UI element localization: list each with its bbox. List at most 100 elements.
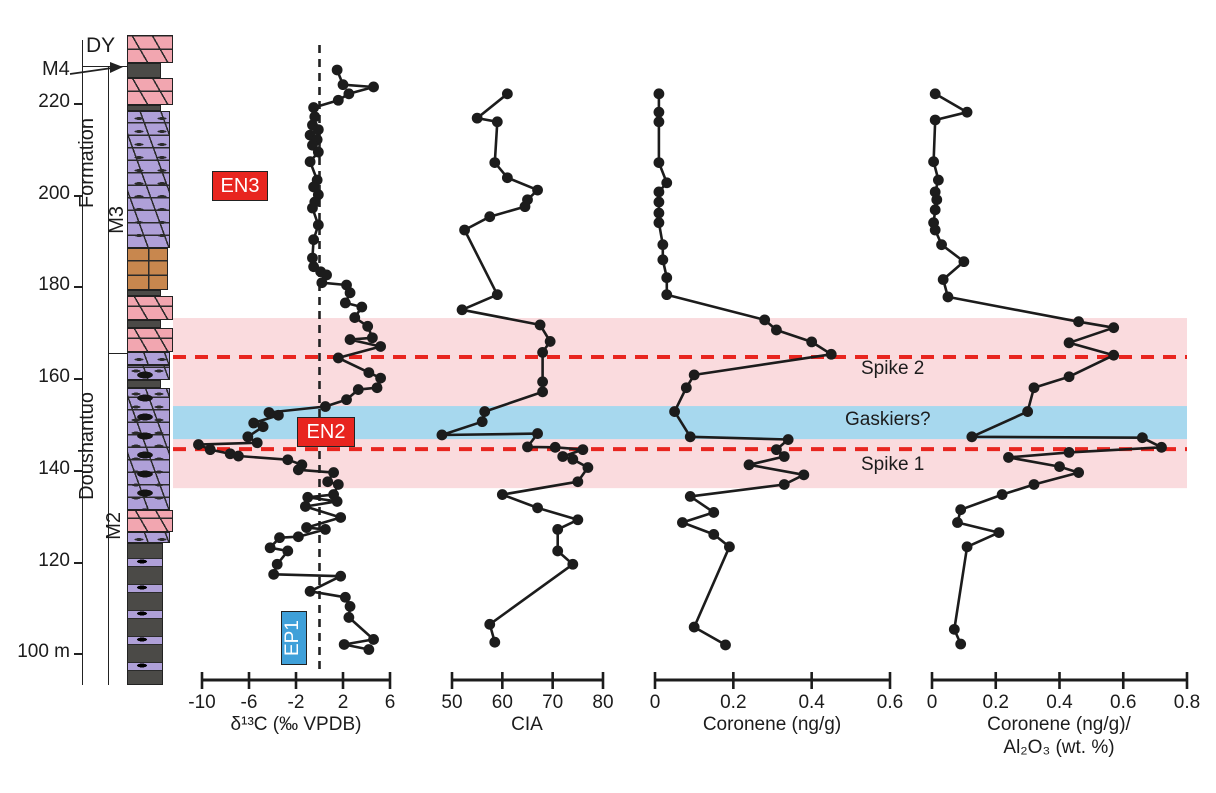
d13c-data-point bbox=[331, 64, 343, 76]
d13c-tick-label: -6 bbox=[240, 692, 258, 713]
d13c-data-point bbox=[224, 448, 236, 460]
coronene_al2o3-data-point bbox=[932, 174, 944, 186]
formation-label-dy: DY bbox=[86, 34, 116, 57]
d13c-data-point bbox=[312, 219, 324, 231]
cia-data-point bbox=[522, 194, 533, 206]
cia-data-point bbox=[456, 304, 468, 316]
lithology-unit-limestone bbox=[127, 77, 173, 105]
d13c-axis-title: δ¹³C (‰ VPDB) bbox=[230, 714, 362, 735]
lithology-unit-gray bbox=[127, 63, 161, 78]
cia-data-point bbox=[572, 514, 584, 526]
depth-tick-label: 200 bbox=[38, 182, 70, 204]
lithology-unit-gray bbox=[127, 319, 161, 328]
depth-tick-label: 100 m bbox=[17, 641, 70, 663]
d13c-data-point bbox=[263, 407, 275, 418]
cia-tick-label: 50 bbox=[441, 692, 463, 713]
depth-tick bbox=[74, 469, 83, 472]
coronene_al2o3-data-point bbox=[1156, 441, 1167, 453]
cia-axis-title: CIA bbox=[511, 714, 543, 735]
coronene_al2o3-tick-label: 0.6 bbox=[1110, 692, 1137, 713]
d13c-data-point bbox=[302, 491, 314, 503]
d13c-data-point bbox=[363, 644, 375, 655]
coronene-data-point bbox=[661, 272, 673, 284]
d13c-data-point bbox=[312, 146, 324, 158]
d13c-data-point bbox=[332, 352, 344, 364]
cia-data-point bbox=[489, 636, 501, 648]
m4-arrow-head bbox=[110, 62, 123, 73]
coronene_al2o3-data-point bbox=[929, 224, 941, 236]
depth-tick-label: 180 bbox=[38, 274, 70, 296]
coronene-data-point bbox=[688, 369, 700, 381]
cia-data-point bbox=[534, 319, 546, 331]
d13c-data-point bbox=[328, 489, 339, 500]
coronene-data-point bbox=[688, 621, 700, 633]
lithology-unit-dolomite_nodules bbox=[127, 364, 170, 380]
coronene_al2o3-data-point bbox=[996, 489, 1008, 500]
cia-data-point bbox=[567, 453, 579, 465]
coronene_al2o3-data-point bbox=[928, 217, 939, 229]
spike1-label: Spike 1 bbox=[861, 454, 925, 475]
gaskiers-label: Gaskiers? bbox=[845, 409, 931, 430]
coronene_al2o3-series-line bbox=[932, 92, 1163, 645]
cia-data-point bbox=[552, 545, 564, 557]
d13c-data-point bbox=[362, 320, 374, 332]
depth-tick bbox=[74, 286, 83, 289]
d13c-tick-label: 6 bbox=[384, 692, 396, 713]
cia-tick-label: 70 bbox=[542, 692, 564, 713]
d13c-data-point bbox=[337, 79, 349, 91]
member-bracket-line bbox=[108, 66, 109, 685]
coronene-data-point bbox=[657, 254, 669, 266]
lithology-unit-limestone bbox=[127, 296, 173, 320]
cia-data-point bbox=[537, 347, 548, 358]
coronene_al2o3-data-point bbox=[1054, 461, 1065, 472]
cia-data-point bbox=[537, 376, 548, 388]
coronene_al2o3-data-point bbox=[955, 638, 967, 650]
coronene-data-point bbox=[743, 459, 755, 471]
cia-data-point bbox=[572, 476, 584, 488]
coronene-data-point bbox=[661, 177, 673, 189]
d13c-data-point bbox=[309, 196, 321, 208]
depth-tick bbox=[74, 378, 83, 381]
d13c-data-point bbox=[292, 464, 304, 476]
cia-tick-label: 60 bbox=[491, 692, 513, 713]
d13c-data-point bbox=[343, 612, 355, 623]
d13c-data-point bbox=[264, 542, 276, 554]
d13c-data-point bbox=[339, 297, 351, 309]
coronene-data-point bbox=[661, 289, 673, 301]
coronene-data-point bbox=[677, 517, 688, 528]
coronene-data-point bbox=[653, 116, 665, 128]
d13c-data-point bbox=[282, 454, 294, 466]
lithology-unit-dolomite bbox=[127, 532, 170, 544]
d13c-data-point bbox=[356, 301, 368, 313]
d13c-data-point bbox=[307, 202, 318, 214]
d13c-data-point bbox=[344, 334, 356, 345]
coronene-data-point bbox=[680, 382, 692, 394]
d13c-data-point bbox=[204, 444, 216, 456]
coronene_al2o3-tick-label: 0.4 bbox=[1046, 692, 1073, 713]
cia-tick-label: 80 bbox=[592, 692, 614, 713]
depth-tick bbox=[74, 653, 83, 656]
member-label-m4: M4 bbox=[42, 58, 70, 80]
d13c-tick-label: -2 bbox=[287, 692, 305, 713]
cia-data-point bbox=[484, 618, 496, 630]
coronene_al2o3-data-point bbox=[1028, 479, 1040, 490]
d13c-data-point bbox=[307, 139, 318, 151]
d13c-data-point bbox=[343, 88, 355, 100]
d13c-data-point bbox=[319, 524, 331, 535]
coronene-series-line bbox=[657, 93, 833, 647]
d13c-data-point bbox=[352, 384, 364, 395]
coronene_al2o3-data-point bbox=[1108, 349, 1120, 361]
m4-arrow-line bbox=[69, 67, 113, 75]
d13c-data-point bbox=[248, 417, 260, 429]
coronene_al2o3-data-point bbox=[1063, 337, 1075, 349]
d13c-data-point bbox=[311, 174, 323, 186]
m4-top-line bbox=[82, 66, 127, 67]
d13c-data-point bbox=[308, 234, 320, 246]
formation-bracket-line bbox=[82, 40, 83, 685]
coronene_al2o3-data-point bbox=[952, 517, 963, 528]
m3-m2-divider-line bbox=[108, 353, 127, 354]
cia-data-point bbox=[471, 112, 483, 124]
d13c-data-point bbox=[304, 156, 316, 168]
d13c-data-point bbox=[332, 479, 344, 490]
coronene_al2o3-data-point bbox=[1073, 467, 1085, 478]
